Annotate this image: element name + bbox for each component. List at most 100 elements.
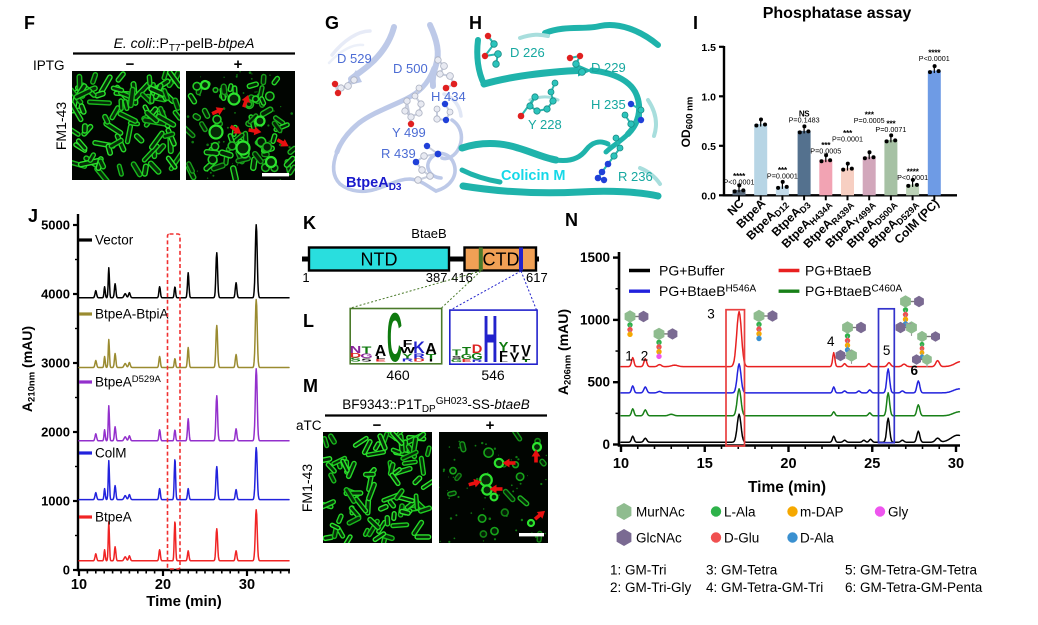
- svg-text:10: 10: [71, 577, 87, 593]
- svg-text:+: +: [486, 417, 495, 434]
- svg-text:617: 617: [526, 270, 548, 285]
- svg-text:Y 499: Y 499: [392, 125, 426, 140]
- svg-text:T: T: [452, 348, 462, 358]
- svg-text:PG+BtaeB: PG+BtaeB: [805, 263, 872, 279]
- svg-text:P=0.1483: P=0.1483: [789, 116, 820, 125]
- svg-text:1.5: 1.5: [701, 42, 716, 54]
- svg-text:N: N: [565, 210, 578, 230]
- svg-text:3: GM-Tetra: 3: GM-Tetra: [706, 563, 778, 578]
- svg-text:6: 6: [911, 363, 919, 378]
- svg-text:L: L: [303, 311, 314, 331]
- svg-text:H 235: H 235: [591, 97, 626, 112]
- svg-text:A206nm (mAU): A206nm (mAU): [555, 309, 574, 395]
- svg-text:G: G: [360, 352, 372, 359]
- svg-text:25: 25: [864, 456, 880, 472]
- svg-text:NS: NS: [799, 110, 810, 119]
- svg-text:BtpeA: BtpeA: [95, 510, 132, 525]
- svg-text:D: D: [413, 358, 425, 363]
- svg-text:BtaeB: BtaeB: [411, 226, 446, 241]
- svg-text:R: R: [413, 352, 425, 361]
- svg-text:J: J: [28, 206, 38, 226]
- svg-text:D-Glu: D-Glu: [724, 531, 759, 546]
- svg-text:Time (min): Time (min): [146, 593, 222, 610]
- svg-text:H: H: [469, 13, 482, 33]
- svg-text:R 236: R 236: [618, 169, 653, 184]
- svg-text:3: 3: [707, 307, 715, 322]
- svg-text:Y: Y: [499, 339, 509, 354]
- svg-text:P=0.0071: P=0.0071: [875, 125, 906, 134]
- svg-text:***: ***: [865, 110, 875, 120]
- svg-text:P=0.0001: P=0.0001: [767, 172, 798, 181]
- svg-text:ColM: ColM: [95, 446, 127, 461]
- svg-text:A: A: [425, 341, 437, 358]
- svg-text:D: D: [350, 352, 362, 359]
- svg-text:1000: 1000: [41, 494, 70, 509]
- svg-text:Y 228: Y 228: [528, 117, 562, 132]
- svg-text:I: I: [429, 359, 433, 363]
- svg-text:GlcNAc: GlcNAc: [636, 531, 682, 546]
- svg-text:+: +: [234, 56, 243, 73]
- svg-text:S: S: [452, 355, 462, 360]
- svg-text:m-DAP: m-DAP: [800, 505, 844, 520]
- svg-text:Gly: Gly: [888, 505, 909, 520]
- svg-text:500: 500: [587, 375, 610, 390]
- svg-text:D-Ala: D-Ala: [800, 531, 834, 546]
- svg-text:P=0.0005: P=0.0005: [810, 147, 841, 156]
- svg-text:387: 387: [426, 270, 448, 285]
- svg-text:416: 416: [451, 270, 473, 285]
- svg-text:0.0: 0.0: [701, 190, 716, 202]
- svg-text:****: ****: [907, 167, 920, 177]
- svg-text:T: T: [510, 342, 519, 355]
- svg-text:1: GM-Tri: 1: GM-Tri: [610, 563, 667, 578]
- svg-text:20: 20: [155, 577, 171, 593]
- svg-text:Time (min): Time (min): [748, 479, 826, 496]
- svg-text:T: T: [522, 359, 532, 363]
- svg-text:R 439: R 439: [381, 146, 416, 161]
- svg-text:Y: Y: [402, 352, 413, 361]
- svg-text:L: L: [522, 356, 532, 361]
- svg-text:1500: 1500: [580, 250, 610, 265]
- svg-text:4: 4: [827, 334, 835, 349]
- svg-text:3000: 3000: [41, 356, 70, 371]
- svg-text:K: K: [413, 339, 425, 357]
- svg-text:aTC: aTC: [296, 418, 322, 433]
- svg-text:E. coli::PT7-pelB-btpeA: E. coli::PT7-pelB-btpeA: [114, 35, 255, 54]
- svg-text:Vector: Vector: [95, 233, 134, 248]
- svg-text:G: G: [461, 354, 472, 361]
- svg-text:H: H: [483, 301, 497, 377]
- svg-text:***: ***: [843, 128, 853, 138]
- svg-text:R: R: [402, 358, 414, 363]
- svg-text:P<0.0001: P<0.0001: [724, 178, 755, 187]
- svg-text:T: T: [362, 345, 372, 356]
- svg-text:D: D: [472, 342, 483, 355]
- svg-text:S: S: [361, 357, 372, 363]
- svg-text:N: N: [350, 344, 362, 355]
- svg-text:FM1-43: FM1-43: [299, 464, 315, 512]
- svg-text:−: −: [126, 56, 135, 73]
- svg-text:A: A: [375, 343, 387, 360]
- svg-text:FM1-43: FM1-43: [53, 102, 69, 150]
- svg-text:1.0: 1.0: [701, 91, 716, 103]
- svg-text:−: −: [373, 417, 382, 434]
- svg-text:IPTG: IPTG: [33, 58, 65, 73]
- svg-text:I: I: [512, 359, 516, 363]
- svg-text:L-Ala: L-Ala: [724, 505, 756, 520]
- svg-text:2000: 2000: [41, 425, 70, 440]
- svg-text:P=0.0001: P=0.0001: [832, 135, 863, 144]
- svg-text:4000: 4000: [41, 287, 70, 302]
- svg-text:L: L: [376, 355, 386, 360]
- svg-text:V: V: [521, 343, 531, 361]
- svg-text:M: M: [303, 376, 318, 396]
- svg-text:V: V: [510, 351, 521, 362]
- svg-text:G: G: [325, 13, 339, 33]
- svg-text:D 229: D 229: [591, 60, 626, 75]
- svg-text:BtpeAD3: BtpeAD3: [346, 175, 402, 193]
- svg-text:4: GM-Tetra-GM-Tri: 4: GM-Tetra-GM-Tri: [706, 580, 823, 595]
- svg-text:BtpeA-BtpiA: BtpeA-BtpiA: [95, 307, 169, 322]
- svg-text:15: 15: [697, 456, 713, 472]
- svg-text:***: ***: [778, 165, 788, 175]
- svg-text:BF9343::P1TDPGH023-SS-btaeB: BF9343::P1TDPGH023-SS-btaeB: [342, 396, 529, 415]
- svg-text:1: 1: [625, 349, 633, 364]
- svg-text:MurNAc: MurNAc: [636, 505, 685, 520]
- svg-text:PG+Buffer: PG+Buffer: [659, 263, 725, 279]
